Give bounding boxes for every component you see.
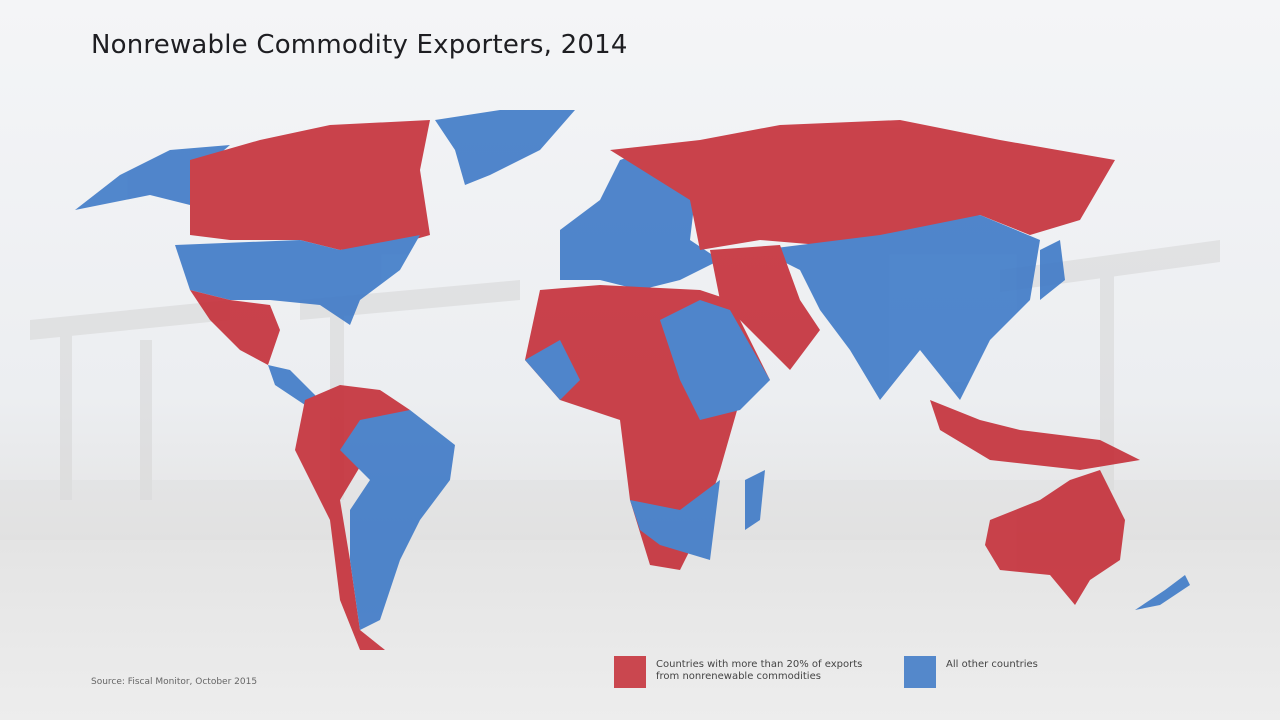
legend-label: Countries with more than 20% of exports … — [656, 659, 863, 682]
legend-item: All other countries — [904, 656, 1176, 688]
title: Nonrewable Commodity Exporters, 2014 — [91, 30, 628, 60]
region — [745, 470, 765, 530]
region — [295, 385, 410, 650]
region — [190, 290, 280, 365]
region — [1135, 575, 1190, 610]
region — [710, 245, 820, 370]
legend-label: All other countries — [946, 659, 1038, 670]
region — [175, 235, 420, 325]
region — [1040, 240, 1065, 300]
regions — [75, 110, 1190, 650]
region — [268, 365, 320, 405]
region — [435, 110, 575, 185]
region — [760, 215, 1040, 400]
source: Source: Fiscal Monitor, October 2015 — [91, 677, 258, 687]
region — [190, 120, 430, 250]
region — [610, 120, 1115, 250]
legend-item: Countries with more than 20% of exports … — [614, 656, 886, 688]
legend-swatch — [614, 656, 646, 688]
region — [525, 300, 770, 560]
region — [340, 410, 455, 630]
region — [985, 470, 1125, 605]
legend-swatch — [904, 656, 936, 688]
region — [930, 400, 1140, 470]
